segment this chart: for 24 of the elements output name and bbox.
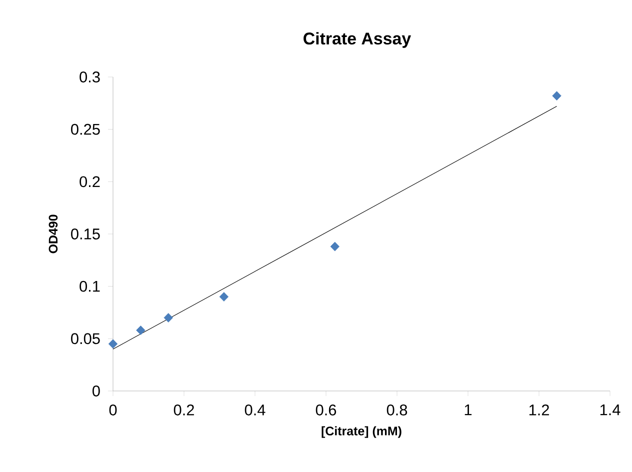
- point: [552, 91, 562, 101]
- y-tick-label: 0.2: [80, 176, 100, 188]
- point: [219, 292, 229, 302]
- y-tick-label: 0.1: [80, 280, 100, 292]
- x-tick-label: 0: [109, 404, 117, 416]
- y-tick-label: 0.05: [71, 333, 100, 344]
- point: [108, 339, 118, 349]
- point: [164, 313, 173, 322]
- x-tick-label: 1: [464, 404, 472, 416]
- y-tick-label: 0: [92, 386, 100, 396]
- x-tick-label: 0.6: [316, 404, 336, 416]
- chart-title: Citrate Assay: [304, 32, 412, 48]
- x-tick-label: 1.2: [529, 404, 549, 416]
- x-tick-label: 0.8: [386, 404, 408, 416]
- point: [330, 242, 340, 252]
- y-axis-title: OD490: [48, 214, 58, 254]
- x-axis-title: [Citrate] (mM): [322, 426, 402, 438]
- x-tick-label: 0.2: [174, 404, 194, 416]
- x-tick-label: 0.4: [244, 404, 266, 416]
- y-tick-label: 0.25: [71, 124, 100, 135]
- x-tick-label: 1.4: [600, 404, 620, 416]
- y-tick-label: 0.15: [71, 228, 100, 240]
- point: [136, 326, 146, 335]
- y-tick-label: 0.3: [80, 72, 100, 82]
